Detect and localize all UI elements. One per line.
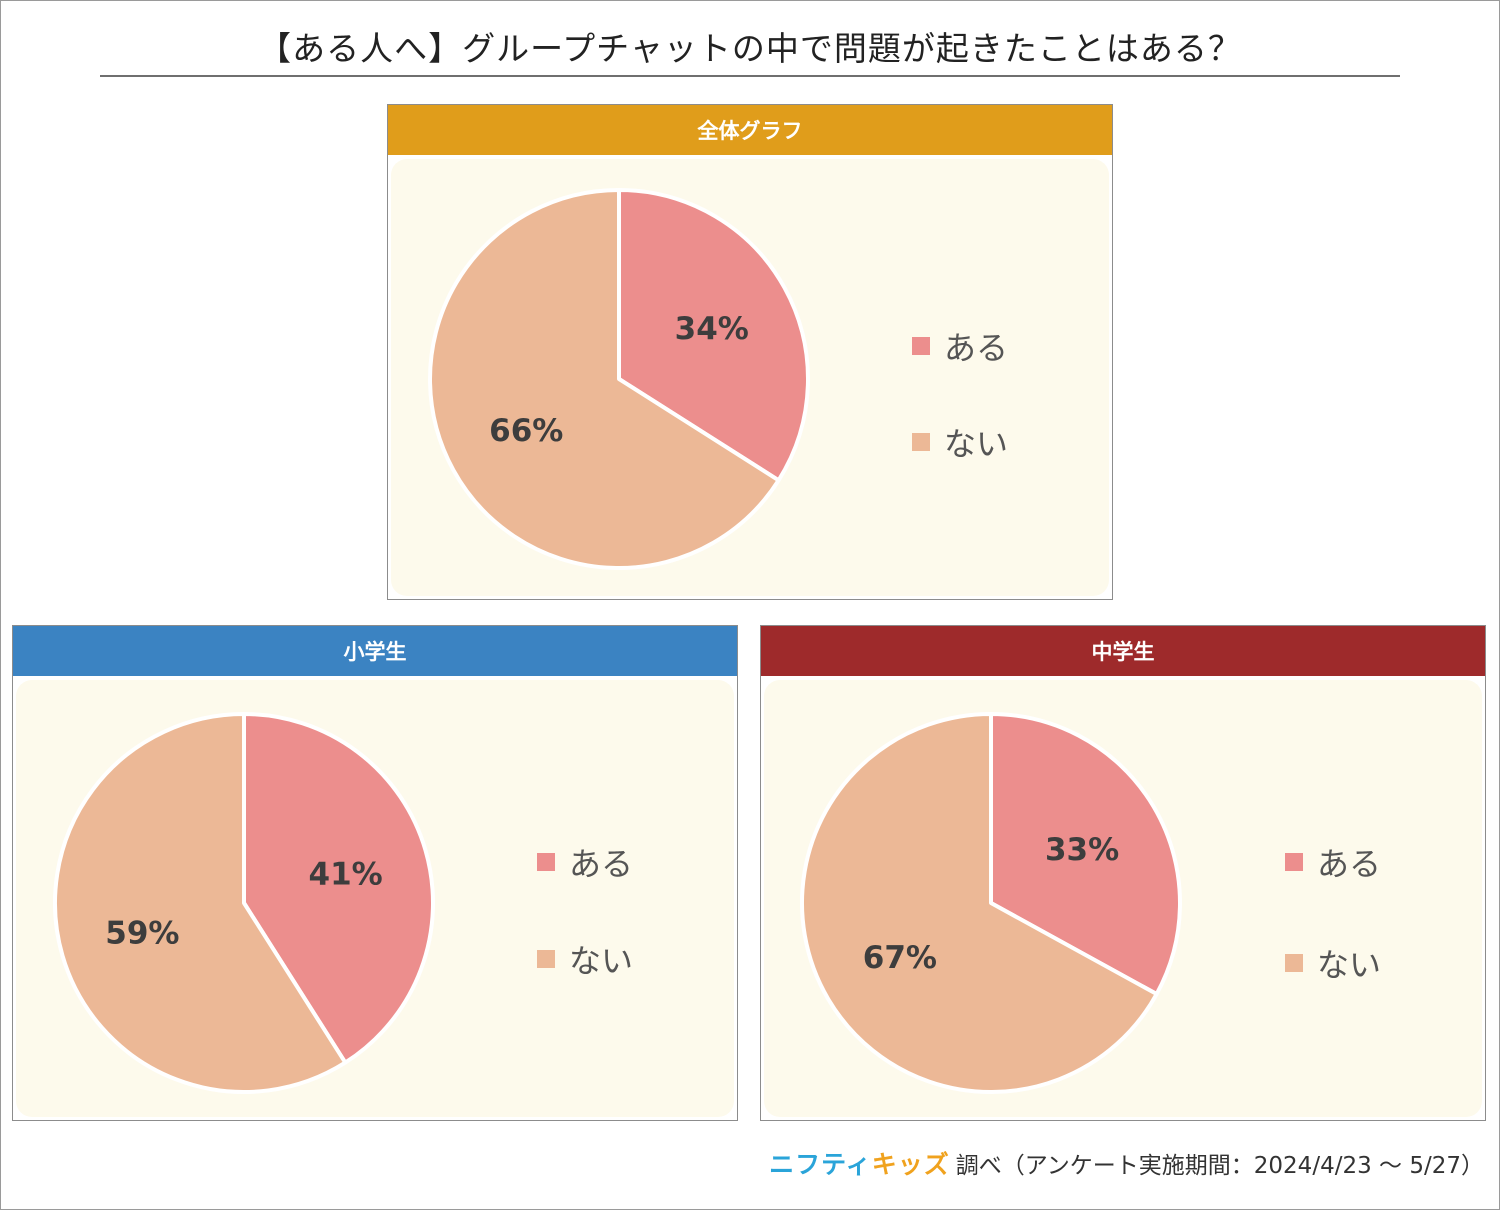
legend-swatch-nai xyxy=(1285,954,1303,972)
pie-chart-elementary: 41% 59% xyxy=(53,712,435,1094)
legend-swatch-aru xyxy=(912,337,930,355)
pie-slice-nai xyxy=(800,712,1159,1094)
chart-panel-junior-high: 中学生 33% 67% ある ない xyxy=(760,625,1486,1121)
page-title: 【ある人へ】グループチャットの中で問題が起きたことはある？ xyxy=(258,29,1242,68)
pie-slice-aru xyxy=(989,712,1182,997)
legend-swatch-nai xyxy=(912,433,930,451)
pie-slice-nai xyxy=(53,712,348,1094)
legend-item-nai: ない xyxy=(912,419,1008,465)
legend-label-aru: ある xyxy=(944,329,1009,367)
legend-label-nai: ない xyxy=(1317,946,1382,984)
survey-period-note: 調べ（アンケート実施期間：2024/4/23 ～ 5/27） xyxy=(955,1153,1484,1179)
pie-data-label-aru: 41% xyxy=(309,856,383,892)
title-divider xyxy=(100,75,1400,77)
legend-item-aru: ある xyxy=(1285,839,1381,885)
legend-swatch-nai xyxy=(537,950,555,968)
panel-header-elementary: 小学生 xyxy=(13,626,737,676)
source-footer: ニフティ キッズ 調べ（アンケート実施期間：2024/4/23 ～ 5/27） xyxy=(769,1146,1484,1180)
pie-data-label-aru: 34% xyxy=(675,311,749,347)
legend-item-aru: ある xyxy=(912,323,1008,369)
legend-item-nai: ない xyxy=(537,936,633,982)
panel-header-overall: 全体グラフ xyxy=(388,105,1112,155)
pie-data-label-nai: 59% xyxy=(105,916,179,952)
legend-label-nai: ない xyxy=(569,942,634,980)
chart-panel-overall: 全体グラフ 34% 66% ある ない xyxy=(387,104,1113,600)
legend-item-nai: ない xyxy=(1285,940,1381,986)
legend-swatch-aru xyxy=(537,853,555,871)
legend-label-nai: ない xyxy=(944,425,1009,463)
brand-logo-kids: キッズ xyxy=(871,1150,950,1179)
brand-logo-nifty: ニフティ xyxy=(769,1150,872,1179)
legend-label-aru: ある xyxy=(1317,845,1382,883)
pie-data-label-aru: 33% xyxy=(1045,832,1119,868)
chart-panel-elementary: 小学生 41% 59% ある ない xyxy=(12,625,738,1121)
pie-data-label-nai: 67% xyxy=(863,940,937,976)
legend-swatch-aru xyxy=(1285,853,1303,871)
legend-item-aru: ある xyxy=(537,839,633,885)
legend-label-aru: ある xyxy=(569,845,634,883)
pie-slice-nai xyxy=(428,188,781,570)
pie-chart-overall: 34% 66% xyxy=(428,188,810,570)
panel-header-junior-high: 中学生 xyxy=(761,626,1485,676)
pie-chart-junior-high: 33% 67% xyxy=(800,712,1182,1094)
pie-data-label-nai: 66% xyxy=(489,413,563,449)
